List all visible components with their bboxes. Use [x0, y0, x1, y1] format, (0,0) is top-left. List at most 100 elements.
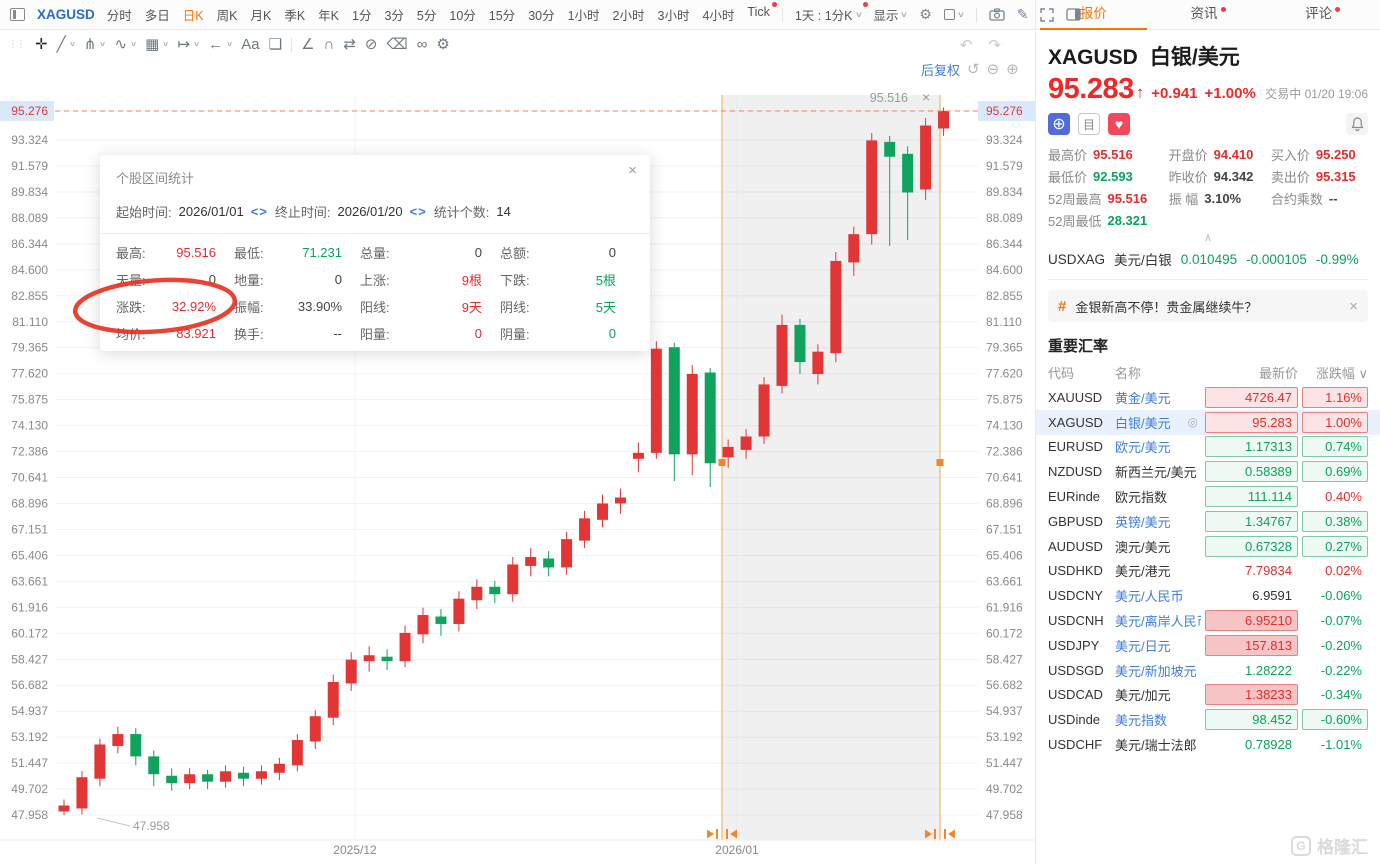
angle-tool-icon[interactable]: ∠ — [301, 37, 314, 52]
hide-tool-icon[interactable]: ⊘ — [365, 37, 378, 52]
text-tool-glyph: Aa — [241, 36, 260, 53]
collapse-chevron[interactable]: ∧ — [1203, 232, 1213, 244]
fx-row-USDSGD[interactable]: USDSGD 美元/新加坡元 1.28222 -0.22% — [1048, 658, 1368, 683]
symbol-label[interactable]: XAGUSD — [37, 7, 95, 22]
tab-评论[interactable]: 评论 — [1265, 0, 1380, 29]
period-tab-15分[interactable]: 15分 — [488, 9, 516, 23]
period-tab-3分[interactable]: 3分 — [384, 9, 404, 23]
selection-mid-handle[interactable] — [718, 459, 726, 466]
period-tab-2小时[interactable]: 2小时 — [612, 9, 645, 23]
window-icon[interactable] — [10, 8, 25, 21]
period-tab-多日[interactable]: 多日 — [144, 9, 170, 23]
candlestick-chart[interactable]: 95.276 95.276 93.324 93.324 91.579 91.579 89.8… — [0, 58, 1035, 864]
fx-row-USDinde[interactable]: USDinde 美元指数 98.452 -0.60% — [1048, 707, 1368, 732]
fx-row-USDCNY[interactable]: USDCNY 美元/人民币 6.9591 -0.06% — [1048, 583, 1368, 608]
tab-报价[interactable]: 报价 — [1036, 0, 1151, 30]
selection-arrow-left[interactable] — [707, 829, 714, 839]
arrow-tool-icon[interactable]: ← ∨ — [208, 37, 233, 52]
fx-row-XAGUSD[interactable]: XAGUSD 白银/美元 ◎ 95.283 1.00% — [1048, 409, 1368, 435]
news-banner[interactable]: # 金银新高不停！贵金属继续牛？ × — [1048, 290, 1368, 322]
pencil-icon[interactable]: ✎ — [1016, 6, 1029, 22]
close-icon[interactable]: × — [1349, 297, 1358, 315]
period-tab-30分[interactable]: 30分 — [528, 9, 555, 23]
restore-icon[interactable]: ↺ — [967, 61, 980, 78]
period-tab-3小时[interactable]: 3小时 — [657, 9, 690, 23]
fx-row-XAUUSD[interactable]: XAUUSD 黄金/美元 4726.47 1.16% — [1048, 385, 1368, 410]
period-tab-5分[interactable]: 5分 — [416, 9, 437, 23]
fx-col-涨跌幅[interactable]: 涨跌幅 ∨ — [1315, 366, 1368, 381]
period-tab-4小时[interactable]: 4小时 — [702, 9, 735, 23]
close-icon[interactable]: × — [922, 89, 930, 105]
period-tab-1分[interactable]: 1分 — [352, 9, 372, 23]
period-tab-月K[interactable]: 月K — [250, 9, 272, 23]
selection-handle-bar[interactable] — [944, 829, 946, 839]
settings-tool-icon[interactable]: ⚙ — [436, 37, 449, 52]
y-axis-label: 81.110 — [12, 315, 48, 329]
period-tab-Tick[interactable]: Tick — [747, 2, 777, 24]
selection-arrow-left[interactable] — [925, 829, 932, 839]
panel-toggle-icon[interactable] — [1066, 8, 1082, 21]
candle-body — [58, 805, 70, 812]
fx-row-USDJPY[interactable]: USDJPY 美元/日元 157.813 -0.20% — [1048, 633, 1368, 658]
adjust-mode-button[interactable]: 后复权 — [921, 63, 961, 78]
trend-line-tool-icon[interactable]: ╱ ∨ — [57, 37, 76, 52]
measure-tool-icon[interactable]: ↦ ∨ — [177, 37, 200, 52]
redo-icon[interactable]: ↷ — [988, 36, 1001, 54]
undo-icon[interactable]: ↶ — [959, 36, 973, 54]
fx-code: EURUSD — [1048, 439, 1103, 455]
interval-selector[interactable]: 1天 : 1分K ∨ — [795, 2, 869, 24]
fx-row-USDHKD[interactable]: USDHKD 美元/港元 7.79834 0.02% — [1048, 559, 1368, 584]
document-icon[interactable]: 目 — [1078, 113, 1100, 135]
zoom-out-icon[interactable]: ⊖ — [986, 61, 1000, 78]
zoom-in-icon[interactable]: ⊕ — [1006, 61, 1019, 78]
period-tab-周K[interactable]: 周K — [216, 9, 238, 23]
pitchfork-tool-icon[interactable]: ⋔ ∨ — [84, 37, 107, 52]
gear-icon[interactable]: ⚙ — [919, 6, 932, 22]
fx-row-USDCAD[interactable]: USDCAD 美元/加元 1.38233 -0.34% — [1048, 683, 1368, 708]
fx-row-USDCNH[interactable]: USDCNH 美元/离岸人民币 6.95210 -0.07% — [1048, 608, 1368, 633]
delete-tool-icon[interactable]: ⌫ — [386, 37, 407, 52]
close-icon[interactable]: × — [628, 162, 637, 179]
period-tab-日K[interactable]: 日K — [182, 9, 204, 23]
wave-tool-icon[interactable]: ∿ ∨ — [114, 37, 137, 52]
fx-row-AUDUSD[interactable]: AUDUSD 澳元/美元 0.67328 0.27% — [1048, 534, 1368, 559]
toolbar-grip[interactable]: ⋮⋮ — [8, 39, 26, 50]
move-tool-icon[interactable]: ✛ — [35, 37, 48, 52]
notification-dot — [1335, 7, 1341, 12]
period-tab-季K[interactable]: 季K — [284, 9, 306, 23]
end-time-stepper[interactable]: <> — [409, 204, 427, 219]
inverse-pair-row[interactable]: USDXAG 美元/白银 0.010495 -0.000105 -0.99% — [1048, 249, 1368, 280]
favorite-heart-icon[interactable]: ♥ — [1108, 113, 1130, 135]
bell-icon[interactable] — [1346, 113, 1368, 135]
selection-region[interactable] — [722, 95, 940, 840]
fx-row-GBPUSD[interactable]: GBPUSD 英镑/美元 1.34767 0.38% — [1048, 509, 1368, 534]
period-tab-10分[interactable]: 10分 — [449, 9, 476, 23]
tab-资讯[interactable]: 资讯 — [1151, 0, 1266, 29]
fib-grid-tool-icon[interactable]: ▦ ∨ — [145, 37, 169, 52]
period-tab-分时[interactable]: 分时 — [106, 9, 132, 23]
selection-handle-bar[interactable] — [934, 829, 936, 839]
link-tool-icon[interactable]: ∞ — [417, 37, 428, 52]
low-label-pointer — [96, 817, 131, 827]
text-tool-icon[interactable]: Aa — [241, 37, 259, 52]
fx-row-EURUSD[interactable]: EURUSD 欧元/美元 1.17313 0.74% — [1048, 435, 1368, 460]
globe-icon[interactable]: ⊕ — [1048, 113, 1070, 135]
period-tab-1小时[interactable]: 1小时 — [567, 9, 600, 23]
selection-handle-bar[interactable] — [716, 829, 718, 839]
fx-row-USDCHF[interactable]: USDCHF 美元/瑞士法郎 0.78928 -1.01% — [1048, 732, 1368, 757]
sync-tool-icon[interactable]: ⇄ — [343, 37, 356, 52]
fx-row-NZDUSD[interactable]: NZDUSD 新西兰元/美元 0.58389 0.69% — [1048, 459, 1368, 484]
fullscreen-icon[interactable] — [1040, 7, 1055, 22]
magnet-tool-icon[interactable]: ∩ — [324, 37, 335, 52]
camera-icon[interactable] — [989, 8, 1005, 21]
display-menu[interactable]: 显示 ∨ — [873, 9, 909, 23]
layout-selector[interactable]: ∨ — [943, 9, 965, 20]
start-time-stepper[interactable]: <> — [250, 204, 268, 219]
comment-tool-icon[interactable]: ❏ — [269, 37, 282, 52]
selection-handle-bar[interactable] — [726, 829, 728, 839]
selection-mid-handle[interactable] — [936, 459, 944, 466]
fx-row-EURinde[interactable]: EURinde 欧元指数 111.114 0.40% — [1048, 484, 1368, 509]
period-tab-年K[interactable]: 年K — [318, 9, 340, 23]
selection-arrow-right[interactable] — [730, 829, 737, 839]
selection-arrow-right[interactable] — [948, 829, 955, 839]
